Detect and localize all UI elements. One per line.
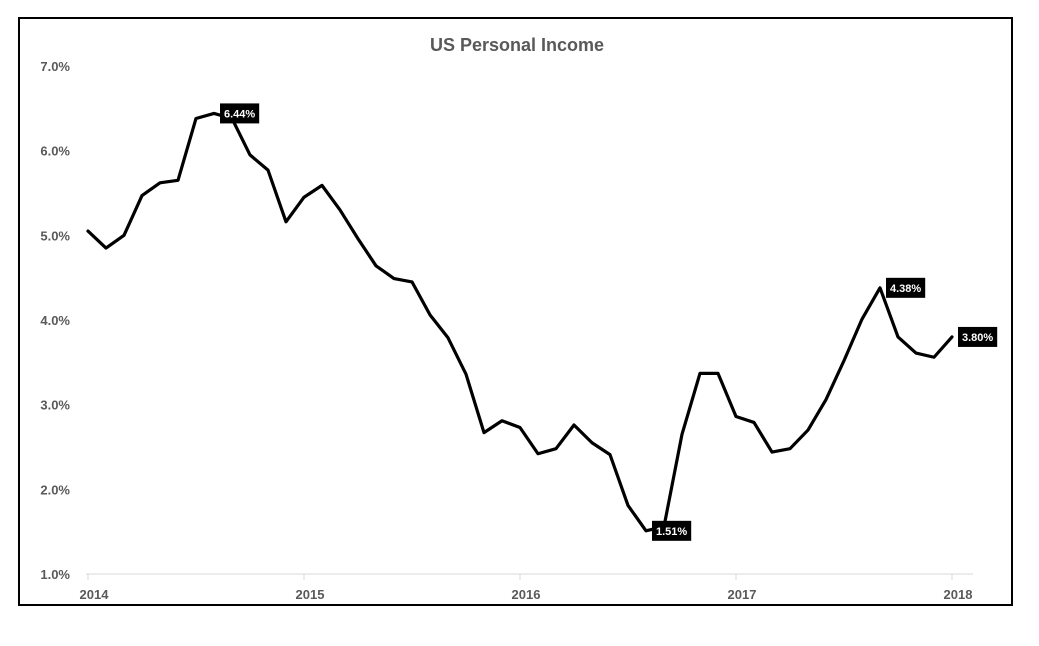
data-label: 1.51%: [652, 520, 692, 541]
x-tick-label: 2015: [296, 587, 325, 602]
data-label-text: 1.51%: [656, 526, 687, 538]
x-tick-label: 2016: [512, 587, 541, 602]
y-axis: 1.0% 2.0% 3.0% 4.0% 5.0% 6.0% 7.0%: [40, 59, 70, 582]
data-label: 3.80%: [958, 326, 998, 347]
x-tick-label: 2017: [728, 587, 757, 602]
x-axis: 2014 2015 2016 2017 2018: [80, 574, 973, 602]
data-label-box: [652, 520, 692, 541]
y-tick-label: 4.0%: [40, 313, 70, 328]
data-label-group: 6.44% 1.51% 4.38% 3.80%: [220, 103, 998, 541]
y-tick-label: 2.0%: [40, 482, 70, 497]
data-label-text: 6.44%: [224, 108, 255, 120]
y-tick-label: 3.0%: [40, 398, 70, 413]
line-chart: US Personal Income 1.0% 2.0% 3.0% 4.0% 5.0% 6…: [40, 35, 998, 602]
chart-title: US Personal Income: [430, 35, 604, 55]
y-tick-label: 6.0%: [40, 144, 70, 159]
series-line-personal-income: [86, 111, 954, 533]
data-label: 6.44%: [220, 103, 260, 124]
x-tick-label: 2018: [944, 587, 973, 602]
y-tick-label: 7.0%: [40, 59, 70, 74]
data-label-text: 3.80%: [962, 332, 993, 344]
data-label-box: [220, 103, 260, 124]
y-tick-label: 5.0%: [40, 228, 70, 243]
chart-frame: US Personal Income 1.0% 2.0% 3.0% 4.0% 5.0% 6…: [18, 17, 1013, 606]
y-tick-label: 1.0%: [40, 567, 70, 582]
data-label: 4.38%: [886, 277, 926, 298]
data-label-box: [958, 326, 998, 347]
x-tick-label: 2014: [80, 587, 110, 602]
data-label-box: [886, 277, 926, 298]
data-label-text: 4.38%: [890, 283, 921, 295]
